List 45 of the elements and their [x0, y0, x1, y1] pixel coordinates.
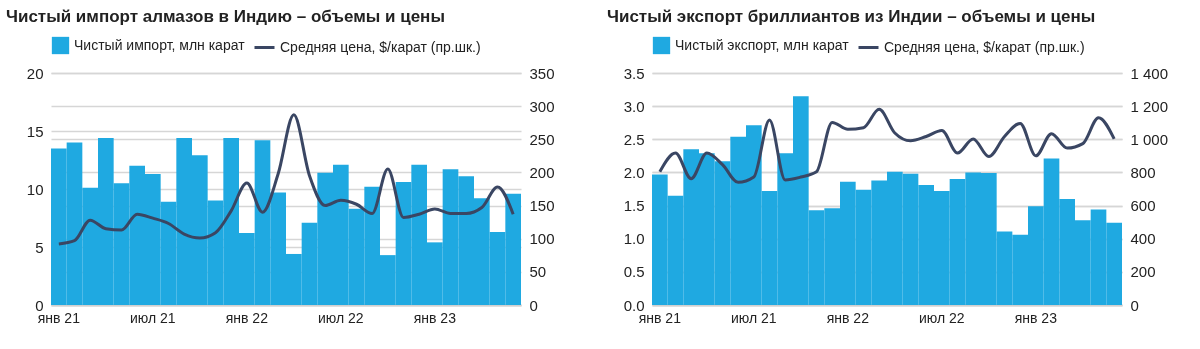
y-tick-label: 15 [26, 122, 44, 140]
x-tick-label: июл 22 [919, 309, 965, 326]
y2-tick-label: 600 [1130, 197, 1156, 215]
legend-label: Средняя цена, $/карат (пр.шк.) [280, 38, 481, 55]
line-series [57, 113, 515, 246]
y-tick-label: 0.5 [623, 263, 645, 281]
y-tick-label: 3.0 [623, 97, 645, 115]
legend-label: Средняя цена, $/карат (пр.шк.) [884, 38, 1085, 55]
y2-tick-label: 1 000 [1130, 130, 1169, 148]
x-tick-label: июл 21 [130, 309, 176, 326]
y-tick-label: 10 [26, 180, 44, 198]
y2-tick-label: 200 [1130, 263, 1156, 281]
chart-title: Чистый импорт алмазов в Индию – объемы и цены [6, 7, 445, 26]
y-tick-label: 2.0 [623, 163, 645, 181]
y2-tick-label: 150 [529, 197, 555, 215]
legend-label: Чистый импорт, млн карат [74, 36, 246, 53]
x-tick-label: янв 22 [826, 309, 870, 326]
y-tick-label: 1.5 [623, 197, 645, 215]
y2-tick-label: 800 [1130, 163, 1156, 181]
y2-tick-label: 250 [529, 130, 555, 148]
y2-tick-label: 300 [529, 97, 555, 115]
y-tick-label: 0.0 [623, 296, 645, 314]
y2-tick-label: 100 [529, 230, 555, 248]
y-tick-label: 20 [26, 64, 44, 82]
y2-tick-label: 1 200 [1130, 97, 1169, 115]
y2-tick-label: 0 [529, 296, 538, 314]
y2-tick-label: 1 400 [1130, 64, 1169, 82]
y2-tick-label: 0 [1130, 296, 1139, 314]
y2-tick-label: 200 [529, 163, 555, 181]
line-series [658, 107, 1116, 184]
x-tick-label: июл 21 [731, 309, 777, 326]
x-tick-label: июл 22 [318, 309, 364, 326]
x-tick-label: янв 23 [413, 309, 457, 326]
y2-tick-label: 400 [1130, 230, 1156, 248]
y-tick-label: 3.5 [623, 64, 645, 82]
y-tick-label: 2.5 [623, 130, 645, 148]
y2-tick-label: 350 [529, 64, 555, 82]
y2-tick-label: 50 [529, 263, 547, 281]
x-tick-label: янв 23 [1014, 309, 1058, 326]
legend-label: Чистый экспорт, млн карат [675, 36, 850, 53]
y-tick-label: 5 [35, 238, 44, 256]
x-tick-label: янв 22 [225, 309, 269, 326]
y-tick-label: 1.0 [623, 230, 645, 248]
chart-title: Чистый экспорт бриллиантов из Индии – объемы и цены [607, 7, 1096, 26]
y-tick-label: 0 [35, 296, 44, 314]
